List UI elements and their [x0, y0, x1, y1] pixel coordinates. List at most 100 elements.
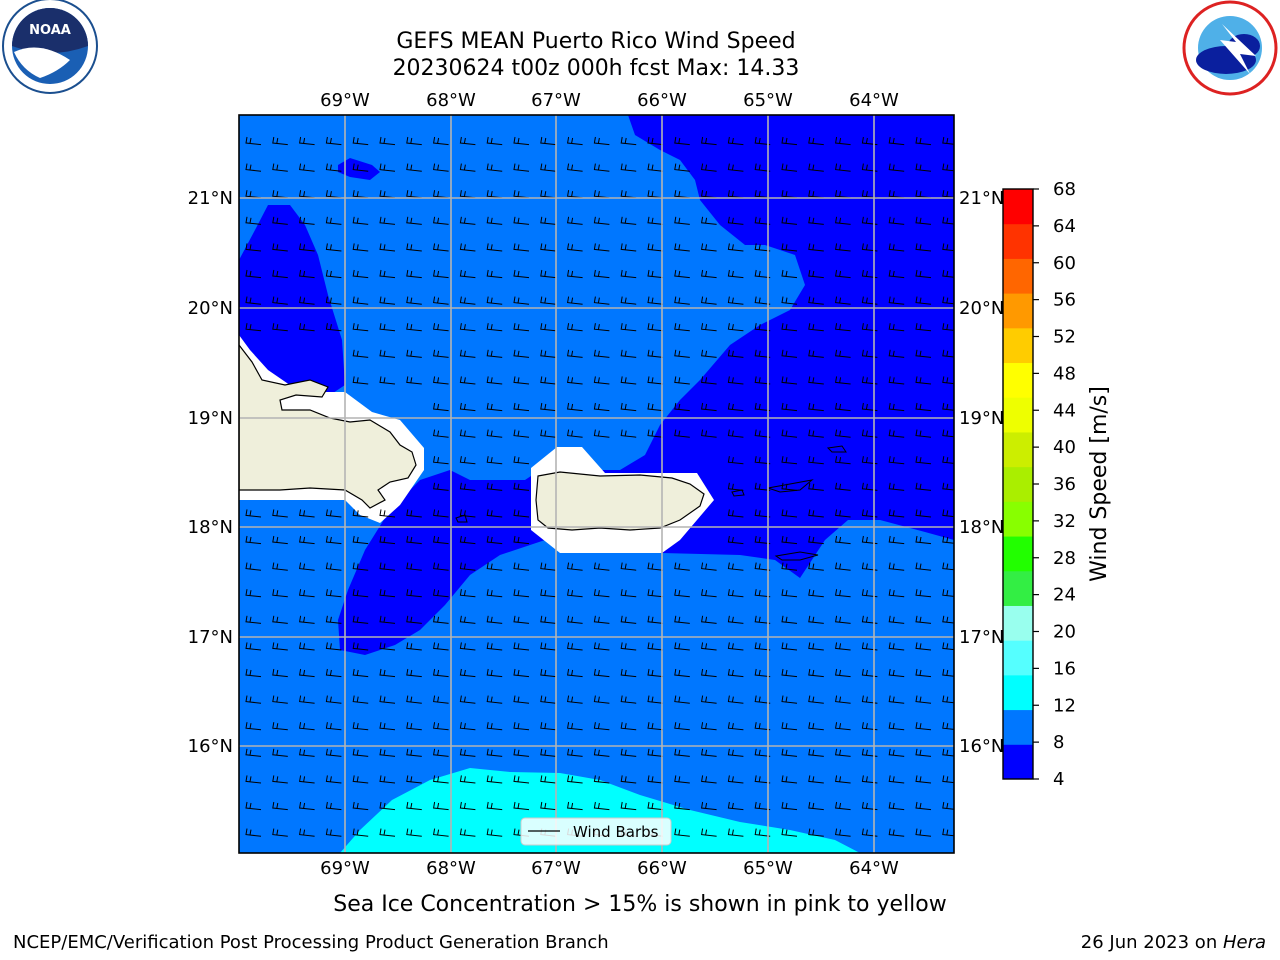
wind-barb	[781, 243, 798, 252]
wind-barb	[647, 642, 664, 651]
wind-barb	[888, 349, 905, 358]
wind-barb	[406, 535, 422, 545]
wind-barb	[406, 642, 422, 651]
wind-barb	[272, 615, 288, 624]
wind-barb	[433, 642, 449, 651]
wind-barb	[754, 509, 771, 518]
wind-barb	[942, 376, 954, 385]
wind-barb	[781, 429, 798, 438]
wind-barb	[352, 775, 369, 784]
wind-barb	[567, 748, 583, 757]
wind-barb	[620, 269, 637, 279]
wind-barb	[647, 402, 664, 412]
wind-barb	[567, 642, 583, 651]
lat-label: 21°N	[188, 188, 233, 209]
wind-barb	[701, 615, 717, 624]
wind-barb	[835, 562, 851, 571]
wind-barb	[942, 323, 954, 331]
wind-barb	[272, 642, 288, 651]
wind-barb	[567, 402, 583, 412]
wind-barb	[942, 402, 954, 411]
wind-barb	[915, 695, 932, 704]
wind-barb	[245, 323, 262, 332]
wind-barb	[620, 562, 637, 571]
lat-label: 16°N	[959, 736, 1004, 757]
wind-barb	[406, 695, 422, 704]
wind-barb	[620, 801, 637, 811]
wind-barb	[808, 136, 824, 146]
wind-barb	[352, 828, 369, 837]
wind-barb	[540, 562, 556, 571]
lat-label: 18°N	[188, 517, 233, 538]
wind-barb	[808, 722, 824, 731]
wind-barb	[888, 296, 905, 305]
wind-barb	[567, 349, 583, 358]
wind-barb	[781, 402, 798, 412]
wind-barb	[567, 136, 583, 146]
lon-label: 65°W	[743, 90, 793, 111]
wind-barb	[352, 136, 369, 146]
wind-barb	[942, 482, 954, 491]
wind-barb	[513, 535, 530, 545]
wind-barb	[513, 589, 530, 598]
wind-barb	[272, 296, 288, 305]
wind-barb	[835, 535, 851, 545]
wind-barb	[299, 722, 315, 731]
colorbar-band	[1003, 293, 1033, 329]
wind-barb	[593, 668, 610, 678]
wind-barb	[593, 163, 610, 172]
wind-barb	[513, 376, 530, 385]
wind-barb	[352, 163, 369, 172]
wind-barb	[835, 775, 851, 784]
wind-barb	[861, 562, 878, 571]
wind-barb	[835, 828, 851, 837]
wind-barb	[245, 163, 262, 172]
wind-barb	[701, 376, 717, 385]
wind-barb	[486, 801, 503, 811]
wind-barb	[620, 429, 637, 438]
wind-barb	[754, 402, 771, 412]
wind-barb	[379, 216, 396, 225]
wind-barb	[513, 269, 530, 279]
wind-barb	[620, 163, 637, 172]
wind-barb	[861, 349, 878, 358]
wind-barb	[754, 801, 771, 811]
wind-barb	[647, 216, 664, 225]
wind-barb	[727, 163, 744, 172]
wind-barb	[888, 163, 905, 172]
wind-barb	[245, 562, 262, 571]
wind-barb	[299, 775, 315, 784]
wind-barb	[888, 828, 905, 837]
wind-barb	[379, 509, 396, 518]
wind-barb	[593, 429, 610, 438]
map-frame	[238, 114, 955, 854]
wind-barb	[379, 642, 396, 651]
wind-barb	[727, 402, 744, 412]
wind-barb	[299, 695, 315, 704]
wind-barb	[352, 376, 369, 385]
wind-barb	[888, 216, 905, 225]
lon-label: 66°W	[637, 90, 687, 111]
wind-barb	[701, 216, 717, 225]
wind-barb	[406, 269, 422, 279]
wind-barb	[915, 589, 932, 598]
wind-barb	[674, 429, 690, 438]
wind-barb	[406, 376, 422, 385]
wind-barb	[861, 801, 878, 811]
wind-barb	[406, 509, 422, 518]
wind-barb	[406, 163, 422, 172]
wind-barb	[567, 775, 583, 784]
wind-barb	[835, 163, 851, 172]
wind-barb	[459, 323, 476, 332]
colorbar-band	[1003, 397, 1033, 433]
wind-barb	[888, 695, 905, 704]
wind-barb	[245, 589, 262, 598]
wind-barb	[433, 216, 449, 225]
wind-barb	[835, 323, 851, 332]
wind-barb	[567, 562, 583, 571]
wind-barb	[540, 296, 556, 305]
wind-barb	[647, 269, 664, 279]
wind-barb	[674, 589, 690, 598]
wind-barb	[781, 269, 798, 279]
wind-barb	[486, 589, 503, 598]
